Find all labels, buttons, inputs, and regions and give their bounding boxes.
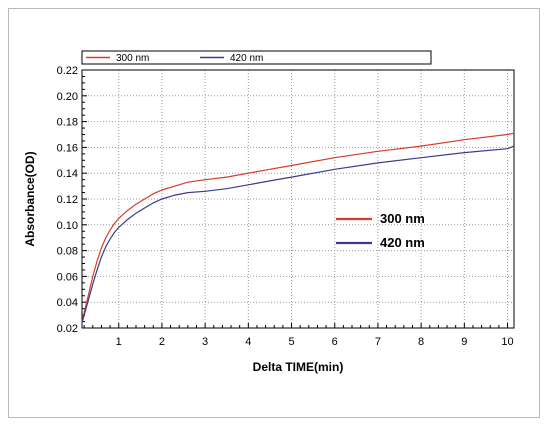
x-tick-label-5: 5 <box>288 336 294 348</box>
top-legend-box <box>81 50 432 65</box>
y-tick-label-2: 0.04 <box>57 297 78 309</box>
x-tick-label-2: 2 <box>159 336 165 348</box>
x-tick-label-10: 10 <box>501 336 513 348</box>
y-tick-label-3: 0.06 <box>57 271 78 283</box>
inset-legend-label-1: 300 nm <box>380 211 425 226</box>
y-tick-label-9: 0.18 <box>57 117 78 129</box>
x-tick-label-4: 4 <box>245 336 251 348</box>
chart-frame <box>8 8 540 418</box>
y-tick-label-5: 0.10 <box>57 220 78 232</box>
y-tick-label-4: 0.08 <box>57 246 78 258</box>
y-axis-label: Absorbance(OD) <box>23 151 37 246</box>
inset-legend-label-2: 420 nm <box>380 235 425 250</box>
top-legend-label-2: 420 nm <box>230 53 263 64</box>
y-tick-label-11: 0.22 <box>57 65 78 77</box>
inset-legend: 300 nm 420 nm <box>336 211 425 250</box>
x-axis-label: Delta TIME(min) <box>253 360 344 374</box>
x-tick-label-3: 3 <box>202 336 208 348</box>
y-tick-label-8: 0.16 <box>57 142 78 154</box>
y-tick-label-7: 0.14 <box>57 168 78 180</box>
top-legend-label-1: 300 nm <box>116 53 149 64</box>
y-tick-label-1: 0.02 <box>57 323 78 335</box>
top-legend: 300 nm 420 nm <box>81 50 432 65</box>
x-tick-label-1: 1 <box>116 336 122 348</box>
series-line-420-nm <box>81 145 515 323</box>
y-tick-label-10: 0.20 <box>57 91 78 103</box>
x-tick-label-8: 8 <box>418 336 424 348</box>
y-tick-label-6: 0.12 <box>57 194 78 206</box>
x-tick-label-9: 9 <box>461 336 467 348</box>
series-line-300-nm <box>81 132 515 323</box>
x-tick-label-6: 6 <box>332 336 338 348</box>
x-tick-label-7: 7 <box>375 336 381 348</box>
